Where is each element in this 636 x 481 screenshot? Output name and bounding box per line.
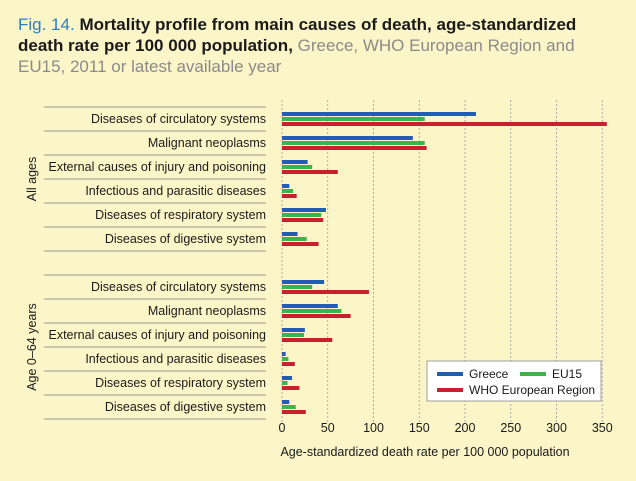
bar-who-european-region [282,146,427,150]
figure-title: Fig. 14. Mortality profile from main cau… [18,14,623,77]
category-label: Diseases of digestive system [105,232,266,246]
tick-label: 100 [363,421,384,435]
legend-label-greece: Greece [469,367,509,381]
group-label: All ages [25,157,39,201]
legend-label-eu15: EU15 [552,367,582,381]
bar-who-european-region [282,314,351,318]
category-label: External causes of injury and poisoning [49,160,267,174]
bar-eu15 [282,165,313,169]
bar-eu15 [282,333,304,337]
tick-label: 200 [455,421,476,435]
legend-swatch-who-european-region [437,388,463,392]
bar-who-european-region [282,386,300,390]
bar-eu15 [282,405,296,409]
bar-who-european-region [282,290,369,294]
title-subtitle: Greece, WHO European Region and EU15, 20… [18,36,575,76]
bar-who-european-region [282,338,333,342]
bar-eu15 [282,189,293,193]
category-label: Diseases of respiratory system [95,376,266,390]
bar-greece [282,352,286,356]
category-label: Diseases of respiratory system [95,208,266,222]
bar-who-european-region [282,218,324,222]
title-main: Mortality profile from main causes of de… [18,15,577,55]
bar-greece [282,328,305,332]
bar-greece [282,376,293,380]
category-label: Malignant neoplasms [148,304,266,318]
bar-who-european-region [282,170,338,174]
bar-greece [282,136,413,140]
bar-who-european-region [282,194,297,198]
bar-who-european-region [282,410,306,414]
category-label: Diseases of digestive system [105,400,266,414]
bar-eu15 [282,117,425,121]
bar-eu15 [282,309,342,313]
category-label: External causes of injury and poisoning [49,328,267,342]
bar-greece [282,304,338,308]
tick-label: 0 [279,421,286,435]
legend-label-who-european-region: WHO European Region [469,383,595,397]
category-label: Malignant neoplasms [148,136,266,150]
bar-eu15 [282,237,307,241]
tick-label: 250 [500,421,521,435]
category-label: Diseases of circulatory systems [91,280,266,294]
bar-greece [282,280,325,284]
legend-swatch-greece [437,372,463,376]
legend-box [426,360,602,402]
bar-eu15 [282,285,313,289]
tick-label: 350 [592,421,613,435]
tick-label: 50 [321,421,335,435]
bar-eu15 [282,357,289,361]
tick-label: 300 [546,421,567,435]
bar-eu15 [282,213,322,217]
bar-greece [282,160,308,164]
bar-who-european-region [282,242,319,246]
bar-greece [282,208,326,212]
bar-greece [282,184,290,188]
bar-greece [282,232,298,236]
group-label: Age 0–64 years [25,303,39,391]
bar-who-european-region [282,362,295,366]
category-label: Infectious and parasitic diseases [85,184,266,198]
figure-number: Fig. 14. [18,15,75,34]
tick-label: 150 [409,421,430,435]
bar-greece [282,400,290,404]
bar-who-european-region [282,122,607,126]
bar-eu15 [282,381,288,385]
bar-eu15 [282,141,425,145]
category-label: Diseases of circulatory systems [91,112,266,126]
category-label: Infectious and parasitic diseases [85,352,266,366]
bar-greece [282,112,476,116]
legend-swatch-eu15 [520,372,546,376]
x-axis-title: Age-standardized death rate per 100 000 … [280,445,569,459]
